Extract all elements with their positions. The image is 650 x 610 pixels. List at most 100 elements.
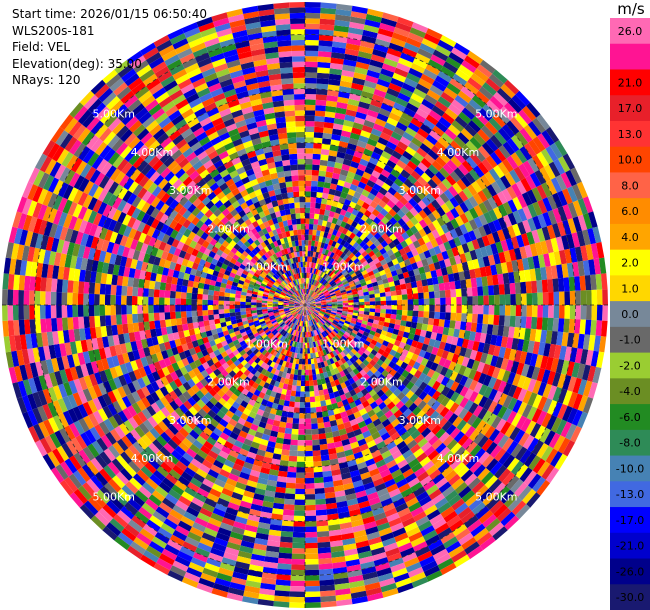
velocity-gate [325,296,332,300]
velocity-gate [577,261,585,277]
velocity-gate [73,470,87,486]
velocity-gate [329,314,336,319]
velocity-gate [351,519,364,528]
velocity-gate [280,536,293,543]
velocity-gate [311,319,315,325]
velocity-gate [305,305,309,309]
velocity-gate [315,504,327,511]
velocity-gate [305,596,321,603]
velocity-gate [327,387,334,394]
velocity-gate [352,315,358,319]
velocity-gate [331,362,337,370]
velocity-gate [78,418,90,433]
velocity-gate [322,465,332,472]
velocity-gate [245,310,252,315]
velocity-gate [292,324,297,330]
velocity-gate [333,367,340,375]
velocity-gate [432,518,447,530]
velocity-gate [404,364,413,373]
velocity-gate [379,312,386,318]
velocity-gate [467,77,483,91]
velocity-gate [371,281,379,287]
velocity-gate [475,90,490,104]
velocity-gate [299,305,305,307]
velocity-gate [94,315,101,328]
velocity-gate [305,34,320,41]
velocity-gate [531,154,544,170]
velocity-gate [395,502,409,513]
velocity-gate [288,406,295,413]
velocity-gate [407,305,414,311]
velocity-gate [342,280,349,286]
velocity-gate [454,373,464,384]
velocity-gate [381,377,390,386]
velocity-gate [292,531,305,538]
velocity-gate [352,354,359,362]
velocity-gate [312,251,317,258]
velocity-gate [418,335,426,344]
velocity-gate [407,425,418,436]
velocity-gate [305,115,315,122]
velocity-gate [271,513,283,521]
velocity-gate [282,324,287,330]
velocity-gate [343,53,358,62]
velocity-gate [368,426,378,436]
velocity-gate [313,294,319,299]
velocity-gate [300,315,303,321]
velocity-gate [339,394,347,401]
velocity-gate [306,337,309,343]
velocity-gate [483,305,489,315]
velocity-gate [349,261,356,268]
velocity-gate [272,374,278,381]
velocity-gate [434,297,441,305]
velocity-gate [301,337,304,343]
velocity-gate [326,95,338,102]
velocity-gate [510,152,523,167]
velocity-gate [313,310,319,315]
velocity-gate [596,289,603,305]
velocity-gate [201,459,213,469]
velocity-gate [336,401,344,408]
velocity-gate [305,305,310,309]
velocity-gate [91,440,104,455]
velocity-gate [387,414,397,424]
velocity-gate [332,247,338,254]
velocity-gate [359,95,372,105]
velocity-gate [414,222,423,232]
velocity-gate [365,325,372,331]
velocity-gate [299,407,305,414]
velocity-gate [196,449,208,460]
velocity-gate [302,342,305,349]
velocity-gate [289,308,295,311]
velocity-gate [390,168,401,179]
velocity-gate [328,150,338,157]
velocity-gate [293,374,298,381]
velocity-gate [278,341,284,348]
velocity-gate [375,301,381,305]
velocity-gate [475,177,487,191]
velocity-gate [246,313,253,318]
velocity-gate [115,314,122,325]
velocity-gate [314,213,320,220]
velocity-gate [314,395,321,402]
velocity-gate [378,320,385,326]
velocity-gate [403,178,414,189]
velocity-gate [550,451,563,468]
velocity-gate [216,473,228,483]
velocity-gate [187,378,196,388]
velocity-gate [301,321,304,327]
velocity-gate [238,430,248,439]
velocity-gate [385,331,393,338]
velocity-gate [477,257,485,268]
velocity-gate [529,353,538,367]
velocity-gate [464,425,476,438]
velocity-gate [446,439,458,451]
velocity-gate [345,559,361,567]
velocity-gate [401,386,411,396]
velocity-gate [105,522,122,537]
velocity-gate [278,310,285,314]
velocity-gate [467,120,481,133]
velocity-gate [369,413,379,423]
velocity-gate [339,345,345,352]
velocity-gate [417,437,429,448]
